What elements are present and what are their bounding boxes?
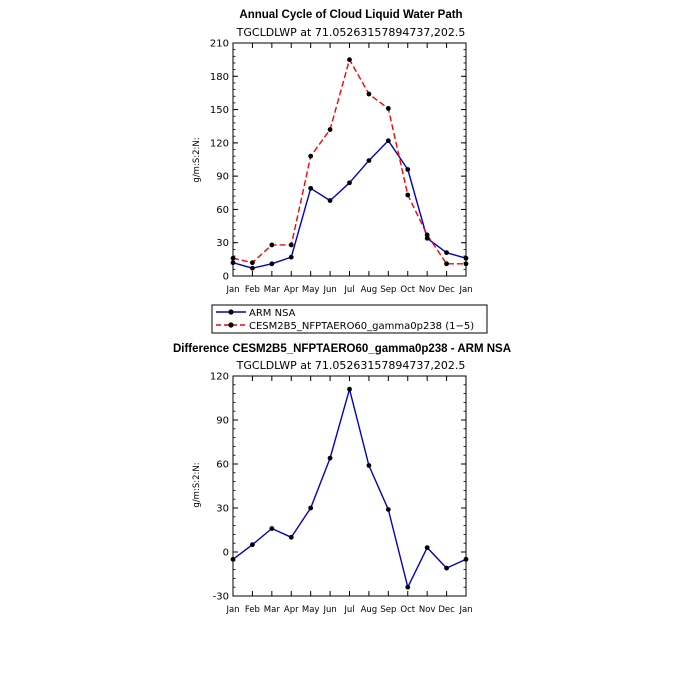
data-point-0	[463, 255, 469, 261]
x-tick-label: Oct	[400, 285, 415, 295]
data-point-1	[463, 261, 469, 267]
data-point-0	[327, 455, 333, 461]
data-point-0	[385, 138, 391, 144]
plot-area: 0 30 60 90 120 150 180 210 Jan Feb Mar Apr May Jun Jul…	[210, 39, 473, 296]
x-tick-label: Apr	[284, 285, 299, 295]
chart-title: Difference CESM2B5_NFPTAERO60_gamma0p238…	[173, 343, 511, 355]
data-point-1	[347, 57, 352, 63]
y-tick-label: 0	[223, 272, 229, 283]
x-tick-label: Dec	[438, 605, 455, 615]
x-tick-label: Aug	[361, 605, 378, 615]
y-tick-label: 60	[216, 205, 229, 216]
data-point-0	[347, 386, 352, 392]
data-point-1	[405, 192, 411, 198]
y-axis-label: g/m:S:2:N:	[192, 137, 202, 182]
x-tick-label: Jul	[343, 605, 354, 615]
data-point-0	[250, 265, 255, 271]
data-point-0	[250, 542, 255, 548]
data-point-1	[327, 127, 333, 132]
y-tick-label: 120	[210, 138, 229, 149]
y-tick-label: 150	[210, 105, 229, 116]
y-tick-label: 30	[216, 504, 229, 515]
chart-subtitle: TGCLDLWP at 71.05263157894737,202.5	[236, 26, 466, 39]
y-tick-label: 90	[216, 416, 229, 427]
data-point-0	[385, 507, 391, 512]
y-tick-label: 210	[210, 39, 229, 50]
plot-frame	[232, 375, 467, 597]
x-tick-label: Aug	[361, 285, 378, 295]
x-tick-label: Sep	[380, 605, 396, 615]
series-line-0	[232, 388, 467, 588]
data-point-0	[405, 584, 411, 590]
x-tick-label: Jan	[458, 605, 472, 615]
data-point-1	[308, 153, 314, 159]
x-tick-label: Jan	[225, 605, 239, 615]
annual-cycle-chart: Annual Cycle of Cloud Liquid Water Path …	[192, 9, 473, 295]
data-point-1	[288, 242, 294, 248]
x-tick-label: Jun	[322, 285, 336, 295]
y-tick-label: 90	[216, 172, 229, 183]
x-tick-label: Jan	[458, 285, 472, 295]
legend-marker-arm	[228, 309, 234, 315]
data-point-1	[385, 106, 391, 111]
y-tick-label: 0	[223, 548, 229, 559]
data-point-1	[444, 261, 449, 267]
x-tick-label: Nov	[419, 285, 436, 295]
data-point-0	[444, 250, 449, 256]
chart-title: Annual Cycle of Cloud Liquid Water Path	[239, 9, 462, 21]
x-tick-label: Jul	[343, 285, 354, 295]
x-tick-label: Dec	[438, 285, 455, 295]
data-point-0	[444, 565, 449, 571]
x-tick-label: May	[302, 605, 320, 615]
y-tick-label: -30	[213, 592, 229, 603]
x-tick-label: May	[302, 285, 320, 295]
y-tick-label: 180	[210, 72, 229, 83]
legend-box	[211, 304, 488, 334]
data-point-0	[366, 463, 372, 468]
y-tick-label: 120	[210, 372, 229, 383]
data-point-0	[327, 198, 333, 203]
legend-label-model: CESM2B5_NFPTAERO60_gamma0p238 (1−5)	[249, 321, 474, 332]
data-point-0	[288, 534, 294, 540]
data-point-1	[230, 255, 236, 261]
data-point-0	[288, 254, 294, 260]
y-tick-label: 30	[216, 238, 229, 249]
x-tick-label: Mar	[264, 285, 281, 295]
legend-label-arm: ARM NSA	[249, 308, 296, 319]
data-point-0	[347, 180, 352, 186]
x-tick-label: Nov	[419, 605, 436, 615]
data-point-0	[366, 158, 372, 164]
x-tick-label: Sep	[380, 285, 396, 295]
data-point-0	[463, 556, 469, 562]
data-point-0	[269, 526, 275, 531]
x-tick-label: Mar	[264, 605, 281, 615]
data-point-0	[230, 260, 236, 266]
difference-chart: Difference CESM2B5_NFPTAERO60_gamma0p238…	[173, 343, 511, 615]
x-tick-label: Feb	[245, 605, 260, 615]
data-point-1	[366, 91, 372, 97]
x-tick-label: Apr	[284, 605, 299, 615]
data-point-0	[230, 556, 236, 562]
chart-subtitle: TGCLDLWP at 71.05263157894737,202.5	[236, 359, 466, 372]
data-point-0	[269, 261, 275, 267]
data-point-0	[424, 545, 430, 550]
legend-marker-model	[228, 322, 234, 328]
data-point-0	[308, 185, 314, 191]
plot-area: -30 0 30 60 90 120 Jan Feb Mar Apr May Jun Jul Aug Sep…	[210, 372, 473, 616]
x-tick-label: Oct	[400, 605, 415, 615]
x-tick-label: Jun	[322, 605, 336, 615]
data-point-1	[269, 242, 275, 248]
data-point-0	[308, 505, 314, 511]
data-point-1	[424, 232, 430, 238]
data-point-0	[424, 235, 430, 241]
y-axis-label: g/m:S:2:N:	[192, 462, 202, 507]
series-line-1	[232, 58, 466, 265]
y-tick-label: 60	[216, 460, 229, 471]
x-tick-label: Feb	[245, 285, 260, 295]
data-point-1	[250, 260, 255, 266]
x-tick-label: Jan	[225, 285, 239, 295]
legend: ARM NSA CESM2B5_NFPTAERO60_gamma0p238 (1…	[211, 304, 488, 334]
data-point-0	[405, 167, 411, 172]
